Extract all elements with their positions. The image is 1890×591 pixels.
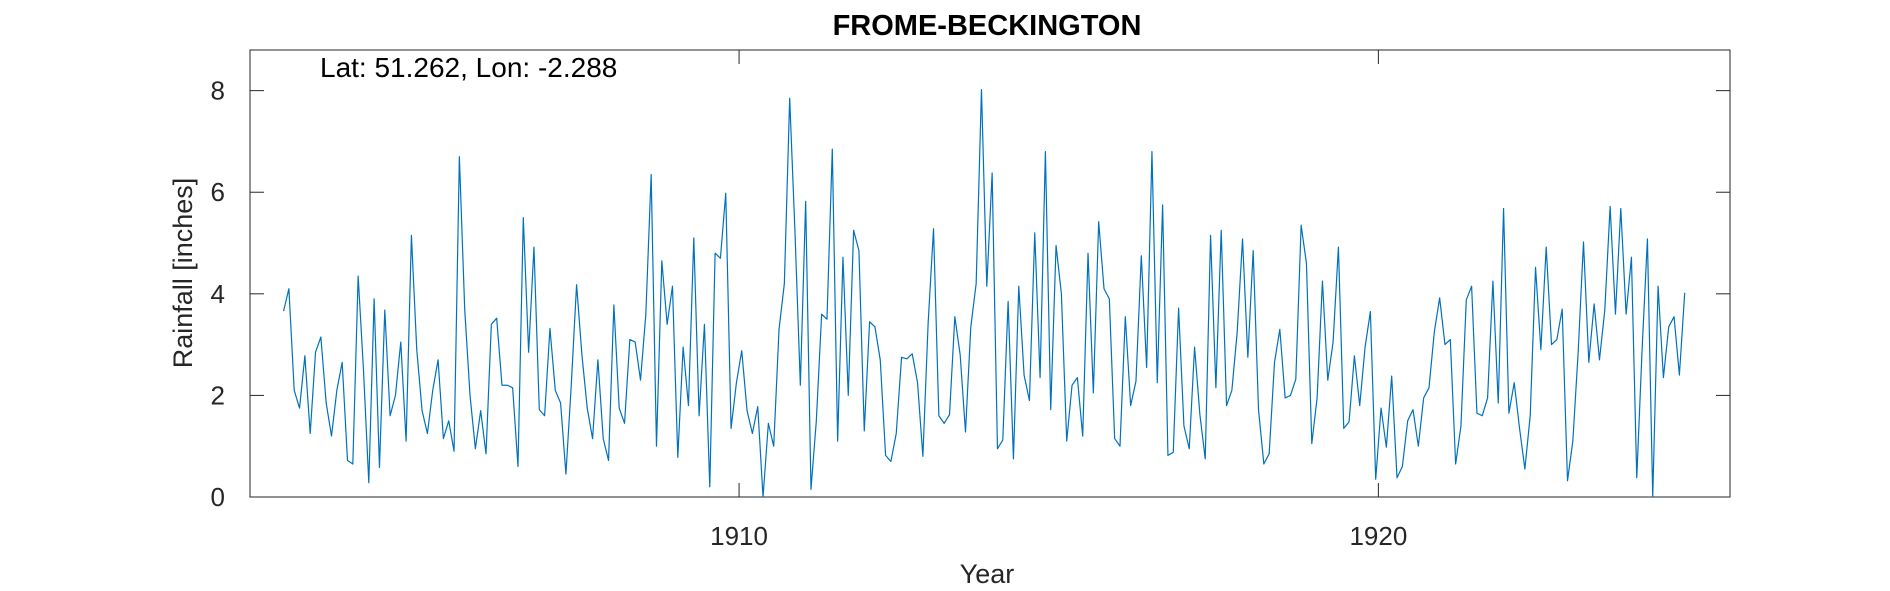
tick-labels: 0 2 4 6 8 1910 1920 xyxy=(211,76,1408,551)
x-axis-label: Year xyxy=(960,559,1015,589)
y-tick-label: 8 xyxy=(211,76,225,106)
rainfall-series-line xyxy=(282,89,1686,498)
chart-title: FROME-BECKINGTON xyxy=(833,10,1142,42)
y-tick-label: 4 xyxy=(211,279,225,309)
axis-ticks xyxy=(250,50,1730,498)
location-annotation: Lat: 51.262, Lon: -2.288 xyxy=(320,52,617,83)
x-tick-label: 1910 xyxy=(710,521,768,551)
x-tick-label: 1920 xyxy=(1349,521,1407,551)
y-tick-label: 0 xyxy=(211,482,225,512)
y-axis-label: Rainfall [inches] xyxy=(168,178,198,369)
y-tick-label: 2 xyxy=(211,380,225,410)
plot-area xyxy=(249,49,1731,498)
y-tick-label: 6 xyxy=(211,177,225,207)
